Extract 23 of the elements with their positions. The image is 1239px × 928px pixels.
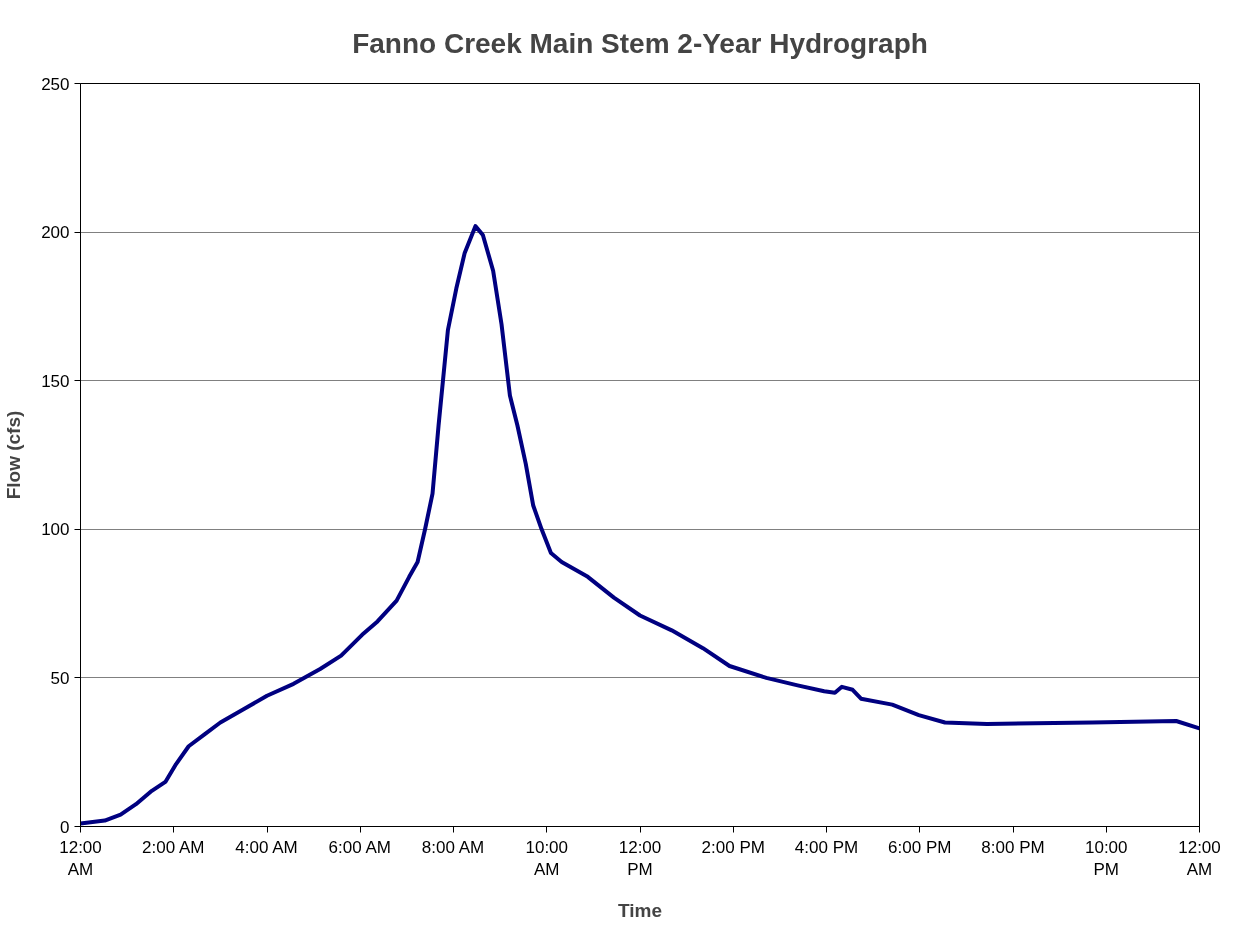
x-tick-label: 8:00 PM [981, 837, 1045, 857]
x-tick-label: 2:00 AM [142, 837, 205, 857]
x-tick-label: 4:00 PM [794, 837, 859, 857]
x-tick-label: 10:00 PM [1084, 837, 1128, 880]
x-tick-label: 6:00 AM [328, 837, 391, 857]
y-tick-label: 50 [50, 668, 70, 688]
x-tick-label: 2:00 PM [701, 837, 765, 857]
y-tick-label: 250 [41, 74, 70, 94]
x-tick-label: 12:00 PM [618, 837, 662, 880]
y-tick-label: 200 [41, 223, 70, 243]
line-series [80, 224, 1200, 826]
chart-title: Fanno Creek Main Stem 2-Year Hydrograph [352, 27, 928, 59]
x-tick-label: 6:00 PM [888, 837, 952, 857]
x-axis-title: Time [618, 900, 663, 922]
x-tick-label: 12:00 AM [59, 837, 102, 880]
y-tick-label: 100 [41, 520, 70, 540]
y-axis-title: Flow (cfs) [3, 410, 25, 500]
x-tick-label: 8:00 AM [421, 837, 485, 857]
y-tick-label: 0 [60, 817, 70, 837]
y-tick-label: 150 [41, 371, 70, 391]
x-tick-label: 10:00 AM [525, 837, 569, 880]
x-tick-label: 4:00 AM [235, 837, 298, 857]
x-tick-label: 12:00 AM [1178, 837, 1221, 880]
